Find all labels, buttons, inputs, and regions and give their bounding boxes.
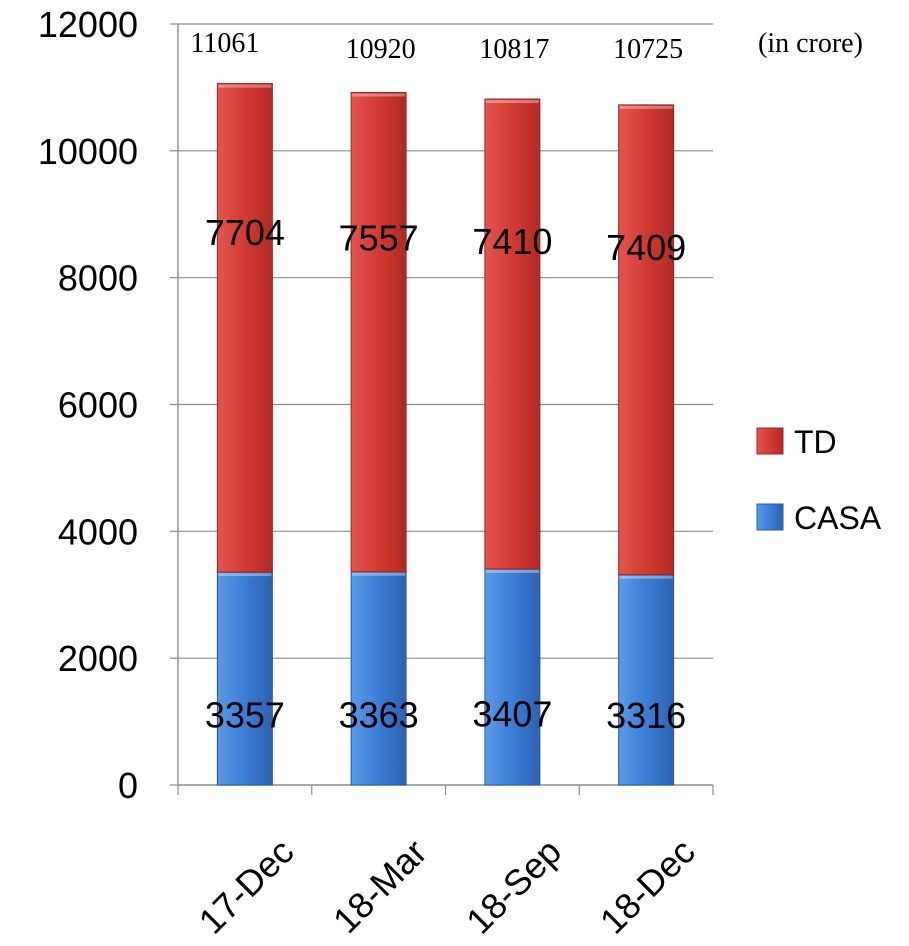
data-label-td: 7704 [205, 212, 285, 253]
data-labels: 3357 7704 11061 3363 7557 10920 3407 7410 10817 3… [190, 28, 686, 736]
y-tick-label: 12000 [38, 4, 138, 45]
bar-casa-18-mar [350, 571, 407, 786]
x-tick-label: 18-Sep [458, 831, 569, 942]
bar-td-18-mar [350, 91, 407, 573]
bars [216, 83, 675, 786]
data-label-casa: 3407 [472, 694, 552, 735]
y-tick-label: 8000 [58, 258, 138, 299]
bar-highlight [485, 569, 539, 573]
data-label-casa: 3357 [205, 695, 285, 736]
bar-td-17-dec [216, 83, 273, 573]
data-label-td: 7557 [339, 218, 419, 259]
data-label-casa: 3363 [339, 694, 419, 735]
legend-label-td: TD [794, 424, 837, 460]
bar-casa-17-dec [216, 571, 273, 786]
data-label-td: 7409 [606, 227, 686, 268]
bar-casa-18-sep [484, 568, 541, 786]
y-tick-label: 10000 [38, 131, 138, 172]
y-tick-label: 6000 [58, 385, 138, 426]
legend: TD CASA [756, 424, 882, 536]
total-label: 10725 [613, 34, 683, 65]
bar-highlight [619, 105, 673, 109]
x-tick-label: 17-Dec [191, 831, 302, 942]
bar-highlight [218, 84, 272, 88]
data-label-td: 7410 [472, 221, 552, 262]
data-label-casa: 3316 [606, 695, 686, 736]
bar-td-18-sep [484, 98, 541, 570]
total-label: 10817 [479, 34, 549, 65]
legend-swatch-casa [756, 503, 784, 531]
bar-highlight [218, 573, 272, 577]
unit-note: (in crore) [758, 28, 863, 59]
x-tick-label: 18-Dec [592, 831, 703, 942]
y-tick-label: 0 [118, 765, 138, 806]
y-tick-label: 2000 [58, 638, 138, 679]
bar-highlight [485, 100, 539, 104]
bar-highlight [619, 575, 673, 579]
total-label: 11061 [190, 28, 259, 59]
legend-label-casa: CASA [794, 500, 882, 536]
bar-td-18-dec [618, 104, 675, 576]
bar-casa-18-dec [618, 574, 675, 786]
x-tick-label: 18-Mar [325, 831, 435, 941]
bar-highlight [352, 572, 406, 576]
total-label: 10920 [346, 34, 416, 65]
legend-swatch-td [756, 427, 784, 455]
y-tick-label: 4000 [58, 511, 138, 552]
bar-highlight [352, 93, 406, 97]
